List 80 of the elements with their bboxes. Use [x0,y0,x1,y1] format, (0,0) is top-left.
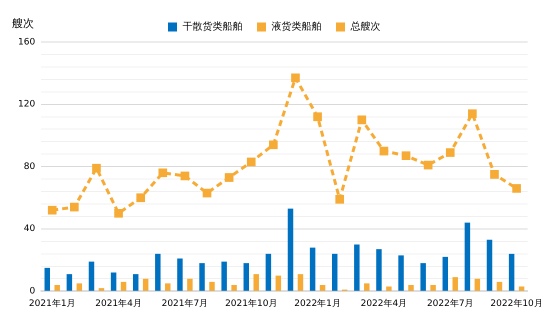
point [468,109,477,118]
bar [376,249,382,291]
point [402,151,410,160]
point [424,160,432,170]
bar [132,274,138,291]
x-tick-label: 2022年4月 [360,298,408,309]
y-axis-title: 艘次 [12,16,34,30]
bar [420,263,426,291]
bar [266,254,272,291]
bar [288,208,294,291]
point [158,168,168,178]
y-tick-label: 80 [24,162,36,172]
bar [54,284,60,291]
legend-label: 干散货类船舶 [182,20,242,33]
bar [253,274,259,291]
bar [364,283,370,291]
point [114,208,123,218]
bar [276,276,282,291]
bar [464,222,470,291]
bar [298,274,304,291]
x-tick-label: 2022年7月 [426,298,474,309]
point [512,184,521,193]
bar [199,263,205,291]
bar [452,277,458,291]
bar [44,268,50,291]
x-tick-label: 2022年10月 [490,298,543,309]
bar [354,244,360,291]
bar [518,286,524,291]
point [335,194,344,204]
legend-label: 液货类船舶 [272,20,322,33]
bar [310,248,316,291]
bar [120,282,126,291]
y-tick-label: 160 [18,37,36,48]
point [357,116,366,124]
bar [398,255,404,291]
x-tick-label: 2021年10月 [225,298,278,309]
point [313,112,322,122]
bar [177,258,183,291]
point [269,140,278,150]
bar [66,274,72,291]
bar [165,283,171,291]
point [246,158,256,166]
bar [496,282,502,291]
point [490,170,499,179]
point [202,188,212,198]
bar [474,278,480,291]
bar [332,254,338,291]
legend-label: 总艘次 [350,20,380,33]
bar [142,278,148,291]
bar [486,240,492,291]
point [224,173,234,182]
point [136,193,146,202]
bar [88,262,94,291]
bar [231,284,237,291]
bar [320,284,326,291]
bar [110,272,116,291]
point [92,164,101,172]
bar [430,284,436,291]
point [180,172,190,180]
x-tick-label: 2022年1月 [294,298,341,309]
x-tick-label: 2021年1月 [28,298,76,309]
x-tick-label: 2021年4月 [95,298,142,309]
point [380,146,388,156]
bar [98,288,104,291]
bar [221,262,227,291]
bar [244,263,250,291]
bar [187,278,193,291]
bar [508,254,514,291]
y-tick-label: 40 [24,224,36,234]
point [446,148,455,157]
y-tick-label: 0 [29,286,36,297]
point [291,73,300,82]
point [70,202,79,212]
point [48,206,57,215]
y-tick-label: 120 [18,100,36,110]
bar [386,286,392,291]
x-tick-label: 2021年7月 [162,298,208,309]
bar [76,283,82,291]
bar [442,256,448,291]
bar [155,254,161,291]
